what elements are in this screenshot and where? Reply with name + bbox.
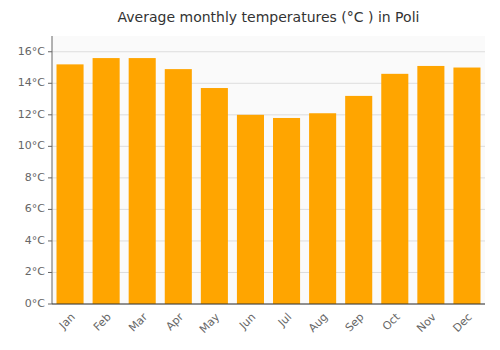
bar (417, 66, 444, 304)
grid-line (52, 304, 485, 305)
x-tick-label: Dec (450, 311, 474, 335)
y-tick (48, 83, 52, 84)
y-tick-label: 4°C (25, 234, 45, 247)
x-tick-label: Jul (275, 311, 294, 330)
y-tick (48, 51, 52, 52)
bar (381, 74, 408, 304)
y-tick-label: 6°C (25, 202, 45, 215)
bar (165, 69, 192, 304)
bars (57, 58, 481, 304)
x-axis: Jan Feb Mar Apr May Jun Jul Aug Sep Oct Nov Dec (56, 310, 475, 336)
y-tick (48, 240, 52, 241)
x-tick-label: Oct (380, 310, 403, 333)
bar (237, 115, 264, 304)
y-tick-label: 16°C (18, 45, 45, 58)
x-tick-label: Aug (306, 311, 330, 335)
y-tick-label: 0°C (25, 297, 45, 310)
x-tick-label: Jan (56, 311, 78, 333)
x-axis-line (52, 304, 485, 305)
y-tick-label: 8°C (25, 171, 45, 184)
chart-container: 0°C 2°C 4°C 6°C 8°C 10°C 12°C 14°C 16°C Jan Feb Mar… (0, 0, 500, 350)
x-tick-label: Mar (126, 310, 150, 334)
y-axis: 0°C 2°C 4°C 6°C 8°C 10°C 12°C 14°C 16°C (18, 45, 52, 310)
bar (129, 58, 156, 304)
chart-svg: 0°C 2°C 4°C 6°C 8°C 10°C 12°C 14°C 16°C Jan Feb Mar… (0, 0, 500, 350)
x-tick-label: Sep (343, 311, 367, 335)
plot-background (52, 36, 485, 304)
y-tick (48, 304, 52, 305)
bar (453, 68, 480, 304)
y-tick-label: 14°C (18, 76, 45, 89)
bar (345, 96, 372, 304)
y-tick-label: 2°C (25, 265, 45, 278)
bar (57, 64, 84, 304)
x-tick-label: Jun (236, 311, 258, 333)
y-tick-label: 10°C (18, 139, 45, 152)
x-tick-label: Apr (163, 310, 186, 333)
x-tick-label: Feb (91, 311, 114, 334)
bar (273, 118, 300, 304)
bar (309, 113, 336, 304)
y-tick (48, 209, 52, 210)
title: Average monthly temperatures (°C ) in Po… (118, 9, 420, 25)
y-tick (48, 272, 52, 273)
x-tick-label: May (197, 310, 223, 336)
y-grid (52, 52, 485, 304)
y-tick (48, 114, 52, 115)
y-tick (48, 177, 52, 178)
y-tick (48, 146, 52, 147)
bar (201, 88, 228, 304)
x-tick-label: Nov (414, 310, 439, 335)
grid-line (52, 51, 485, 52)
bar (93, 58, 120, 304)
y-axis-line (52, 36, 53, 304)
y-tick-label: 12°C (18, 108, 45, 121)
